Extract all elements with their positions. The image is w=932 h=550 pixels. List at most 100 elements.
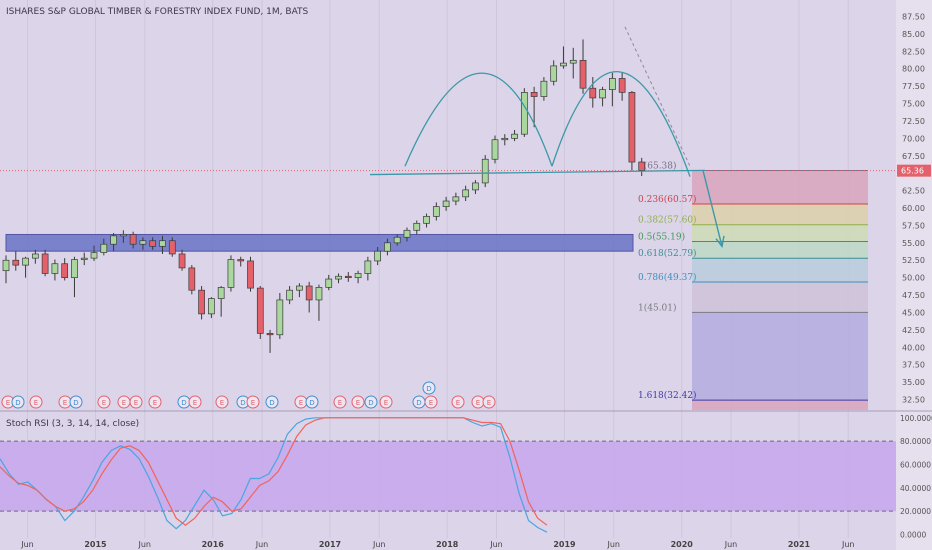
candle-body	[374, 250, 381, 262]
dividend-marker	[265, 395, 279, 409]
candle-body	[129, 234, 137, 245]
price-tick-label: 37.50	[902, 361, 925, 370]
event-marker-label: E	[153, 399, 157, 407]
stoch-tick-label: 60.0000	[900, 461, 931, 470]
earnings-marker	[129, 395, 143, 409]
event-marker-label: D	[368, 399, 373, 407]
candle-body	[609, 78, 616, 90]
price-tick-label: 77.50	[902, 82, 925, 91]
candle-body	[12, 259, 20, 266]
event-marker-label: E	[251, 399, 255, 407]
price-tick-label: 75.00	[902, 100, 925, 109]
candle-body	[71, 259, 78, 279]
price-tick-label: 42.50	[902, 326, 925, 335]
price-tick-label: 80.00	[902, 65, 925, 74]
dividend-marker	[422, 381, 436, 395]
candle-body	[178, 253, 186, 269]
earnings-marker	[333, 395, 347, 409]
time-tick-label: 2021	[788, 540, 811, 549]
event-marker-label: E	[487, 399, 491, 407]
candle-body	[384, 242, 391, 252]
candle-body	[217, 287, 225, 299]
last-price-badge	[897, 164, 931, 177]
fib-zone	[692, 170, 868, 205]
stoch-tick-label: 40.0000	[900, 484, 931, 493]
candle-body	[530, 92, 538, 97]
candle-body	[256, 287, 264, 334]
candle-body	[198, 289, 205, 315]
event-marker-label: E	[122, 399, 126, 407]
time-tick-label: Jun	[489, 540, 503, 549]
candle-body	[540, 80, 548, 97]
event-marker-label: E	[299, 399, 303, 407]
price-tick-label: 62.50	[902, 187, 925, 196]
price-tick-label: 50.00	[902, 274, 925, 283]
earnings-marker	[97, 395, 111, 409]
candle-body	[227, 259, 235, 288]
candle-body	[315, 287, 323, 301]
candle-body	[550, 65, 558, 82]
fib-zone	[692, 258, 868, 283]
dividend-marker	[364, 395, 378, 409]
candle-body	[159, 240, 166, 247]
time-tick-label: Jun	[606, 540, 620, 549]
chart-title: ISHARES S&P GLOBAL TIMBER & FORESTRY IND…	[6, 7, 309, 17]
candle-body	[599, 89, 606, 99]
earnings-marker	[29, 395, 43, 409]
candle-body	[403, 229, 411, 238]
event-marker-label: E	[456, 399, 460, 407]
candle-body	[149, 240, 157, 247]
event-marker-label: D	[269, 399, 274, 407]
candle-body	[41, 253, 49, 274]
fib-zone	[692, 400, 868, 410]
price-tick-label: 57.50	[902, 221, 925, 230]
time-tick-label: 2016	[202, 540, 225, 549]
event-marker-label: D	[15, 399, 20, 407]
projection-arrow	[702, 170, 723, 247]
price-tick-label: 82.50	[902, 47, 925, 56]
event-marker-label: E	[384, 399, 388, 407]
candle-body	[247, 260, 254, 289]
price-tick-label: 40.00	[902, 343, 925, 352]
event-marker-label: E	[429, 399, 433, 407]
event-marker-label: D	[309, 399, 314, 407]
fib-zone	[692, 241, 868, 259]
event-marker-label: E	[102, 399, 106, 407]
candle-body	[413, 222, 421, 231]
price-tick-label: 85.00	[902, 30, 925, 39]
candle-body	[208, 298, 215, 315]
candle-body	[442, 200, 450, 207]
event-marker-label: D	[181, 399, 186, 407]
fib-zone	[692, 224, 868, 242]
time-tick-label: Jun	[724, 540, 738, 549]
candle-body	[452, 196, 460, 202]
stoch-band	[0, 441, 896, 512]
event-marker-label: D	[240, 399, 245, 407]
fib-zone	[692, 312, 868, 401]
price-tick-label: 67.50	[902, 152, 925, 161]
event-marker-label: E	[476, 399, 480, 407]
fib-level-label: 0.618(52.79)	[638, 248, 697, 259]
candle-body	[618, 78, 626, 93]
price-tick-label: 87.50	[902, 12, 925, 21]
candle-body	[364, 260, 372, 274]
fib-level-label: 0.5(55.19)	[638, 232, 685, 243]
event-marker-label: E	[356, 399, 360, 407]
last-price-value: 65.36	[901, 167, 924, 176]
candle-body	[168, 240, 176, 255]
candle-body	[188, 267, 196, 291]
price-tick-label: 45.00	[902, 308, 925, 317]
candle-body	[305, 285, 313, 301]
candle-body	[120, 234, 127, 237]
candle-body	[628, 92, 636, 163]
event-marker-label: E	[134, 399, 138, 407]
candle-body	[51, 263, 59, 274]
candle-body	[80, 257, 88, 260]
head-arc-right	[551, 71, 691, 177]
projection-dashed	[624, 26, 691, 167]
support-zone	[5, 233, 634, 252]
event-marker-label: E	[6, 399, 10, 407]
candle-body	[266, 333, 274, 336]
stoch-tick-label: 80.0000	[900, 437, 931, 446]
